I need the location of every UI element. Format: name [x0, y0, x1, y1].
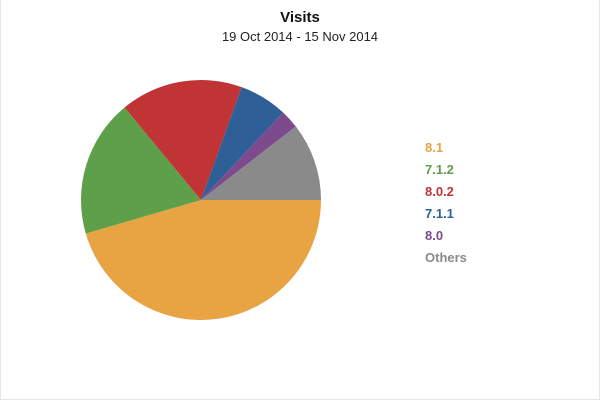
chart-subtitle: 19 Oct 2014 - 15 Nov 2014: [221, 29, 379, 44]
legend: 8.1 7.1.2 8.0.2 7.1.1 8.0 Others: [425, 137, 467, 269]
legend-item-others[interactable]: Others: [425, 250, 467, 265]
pie-slice-7-1-2[interactable]: [81, 107, 201, 234]
pie-slice-others[interactable]: [201, 126, 321, 200]
legend-item-7-1-2[interactable]: 7.1.2: [425, 162, 454, 177]
legend-item-8-0-2[interactable]: 8.0.2: [425, 184, 454, 199]
pie-slice-8-0[interactable]: [201, 112, 296, 200]
chart-title: Visits: [280, 9, 320, 26]
pie-slice-7-1-1[interactable]: [201, 87, 284, 200]
legend-item-7-1-1[interactable]: 7.1.1: [425, 206, 454, 221]
frame-edge-left: [0, 0, 1, 400]
legend-item-8-0[interactable]: 8.0: [425, 228, 444, 243]
pie-slice-8-0-2[interactable]: [124, 80, 242, 200]
pie-slice-8-1[interactable]: [85, 200, 322, 321]
legend-item-8-1[interactable]: 8.1: [425, 140, 444, 155]
